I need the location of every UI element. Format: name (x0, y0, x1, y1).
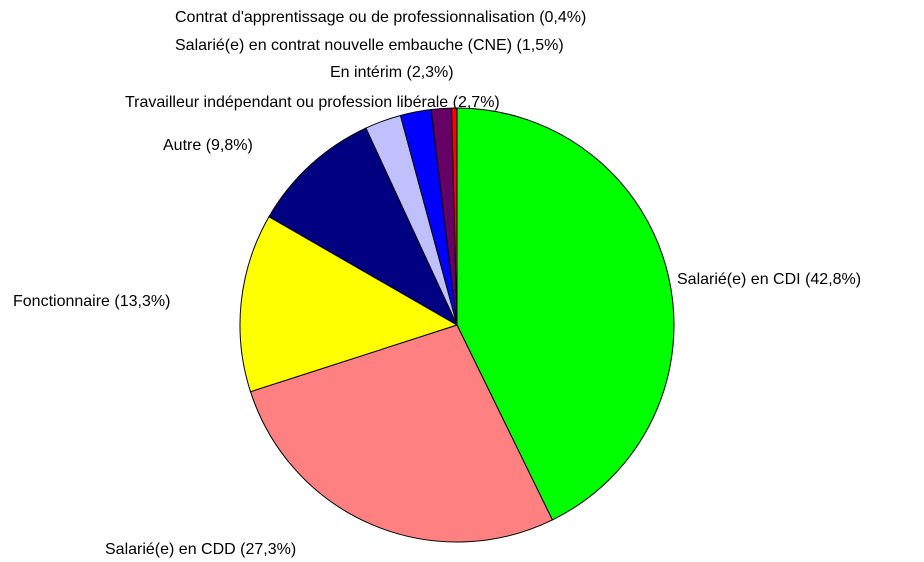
value-label: (0,4%) (539, 9, 586, 26)
slice-label: Fonctionnaire (13,3%) (13, 293, 170, 310)
category-name: Salarié(e) en CDI (677, 271, 801, 288)
slice-label: Salarié(e) en CDD (27,3%) (105, 541, 296, 558)
category-name: Contrat d'apprentissage ou de profession… (175, 9, 535, 26)
pie-slice (239, 216, 459, 393)
category-name: Salarié(e) en CDD (105, 541, 236, 558)
category-name: Fonctionnaire (13, 293, 110, 310)
value-label: (9,8%) (206, 137, 253, 154)
slice-label: En intérim (2,3%) (330, 64, 454, 81)
slice-label: Travailleur indépendant ou profession li… (125, 94, 500, 111)
pie-slice (451, 107, 458, 326)
value-label: (27,3%) (240, 541, 296, 558)
category-name: Salarié(e) en contrat nouvelle embauche … (175, 37, 512, 54)
category-name: En intérim (330, 64, 402, 81)
value-label: (42,8%) (805, 271, 861, 288)
slice-label: Contrat d'apprentissage ou de profession… (175, 9, 586, 26)
value-label: (2,7%) (453, 94, 500, 111)
slice-label: Autre (9,8%) (163, 137, 253, 154)
value-label: (1,5%) (517, 37, 564, 54)
slice-label: Salarié(e) en contrat nouvelle embauche … (175, 37, 564, 54)
slice-label: Salarié(e) en CDI (42,8%) (677, 271, 861, 288)
value-label: (13,3%) (114, 293, 170, 310)
pie-slice (268, 127, 459, 327)
pie-slice (456, 107, 675, 521)
category-name: Travailleur indépendant ou profession li… (125, 94, 448, 111)
category-name: Autre (163, 137, 201, 154)
pie-slice (249, 324, 554, 543)
value-label: (2,3%) (406, 64, 453, 81)
